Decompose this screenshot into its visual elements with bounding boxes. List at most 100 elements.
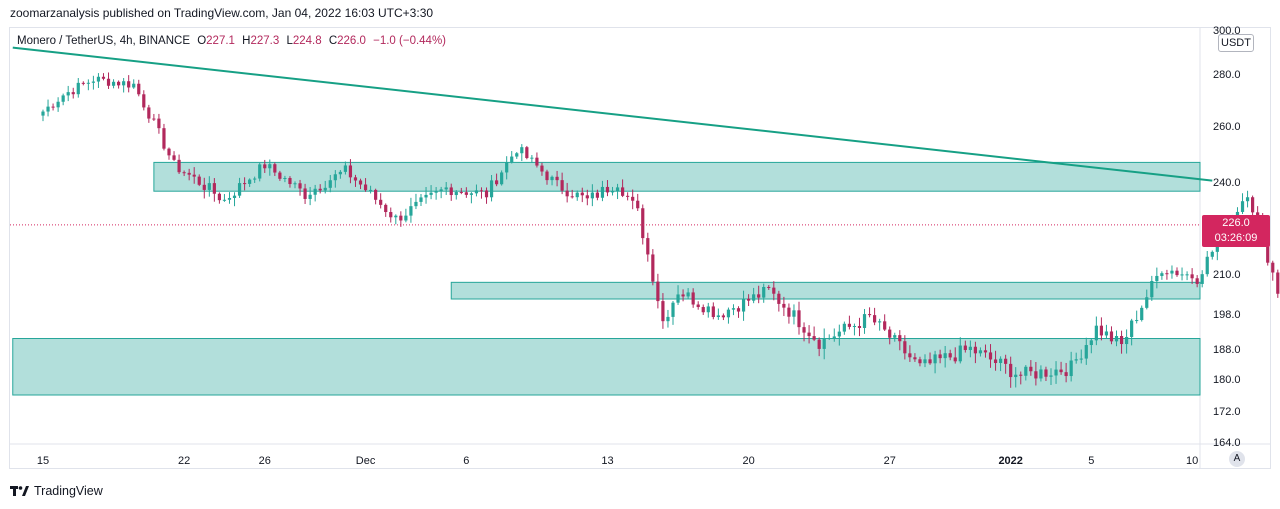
candle-body[interactable]: [328, 180, 332, 188]
candle-body[interactable]: [973, 346, 977, 354]
symbol-title[interactable]: Monero / TetherUS, 4h, BINANCE: [17, 35, 190, 47]
candle-body[interactable]: [444, 187, 448, 190]
candle-body[interactable]: [374, 189, 378, 200]
candle-body[interactable]: [535, 157, 539, 166]
candle-body[interactable]: [726, 309, 731, 318]
candle-body[interactable]: [626, 195, 630, 197]
candle-body[interactable]: [993, 359, 998, 364]
candle-body[interactable]: [500, 172, 504, 185]
candle-body[interactable]: [893, 335, 897, 338]
candle-body[interactable]: [1079, 358, 1083, 360]
candle-body[interactable]: [772, 287, 776, 294]
candle-body[interactable]: [676, 294, 680, 303]
candle-body[interactable]: [424, 194, 428, 198]
candle-body[interactable]: [303, 188, 307, 199]
candle-body[interactable]: [520, 147, 524, 154]
candle-body[interactable]: [227, 197, 232, 200]
candle-body[interactable]: [1104, 331, 1109, 336]
candle-body[interactable]: [479, 190, 484, 192]
candle-body[interactable]: [752, 294, 756, 301]
candle-body[interactable]: [1200, 274, 1204, 284]
candle-body[interactable]: [484, 190, 489, 198]
candle-body[interactable]: [399, 215, 403, 221]
candle-body[interactable]: [701, 307, 705, 313]
candle-body[interactable]: [671, 302, 675, 317]
candle-body[interactable]: [434, 191, 438, 193]
candle-body[interactable]: [348, 165, 353, 178]
candle-body[interactable]: [1014, 374, 1018, 378]
price-axis[interactable]: 300.0280.0260.0240.0210.0198.0188.0180.0…: [1213, 25, 1241, 449]
candle-body[interactable]: [716, 315, 720, 318]
candle-body[interactable]: [167, 148, 171, 156]
candle-body[interactable]: [469, 193, 473, 195]
candle-body[interactable]: [978, 350, 983, 354]
candle-body[interactable]: [943, 353, 947, 359]
candle-body[interactable]: [192, 174, 196, 177]
candle-body[interactable]: [248, 179, 252, 184]
candle-body[interactable]: [409, 206, 413, 216]
candle-body[interactable]: [590, 192, 594, 199]
footer-brand[interactable]: TradingView: [10, 484, 103, 498]
candle-body[interactable]: [1170, 270, 1174, 274]
candle-body[interactable]: [595, 192, 599, 198]
time-axis[interactable]: 15 22 26 Dec 6 13 20 27 2022 5 10: [37, 455, 1198, 467]
candle-body[interactable]: [293, 183, 297, 185]
candle-body[interactable]: [515, 153, 519, 157]
candle-body[interactable]: [560, 180, 564, 191]
candle-body[interactable]: [1004, 358, 1008, 364]
candle-body[interactable]: [96, 76, 101, 82]
candle-body[interactable]: [258, 164, 262, 179]
support-resistance-zone-2[interactable]: [450, 281, 1201, 300]
candle-body[interactable]: [918, 359, 922, 364]
candle-body[interactable]: [933, 354, 937, 364]
candle-body[interactable]: [177, 159, 181, 173]
candle-body[interactable]: [323, 187, 327, 191]
candle-body[interactable]: [222, 199, 227, 201]
candle-body[interactable]: [1155, 275, 1159, 281]
candle-body[interactable]: [394, 215, 398, 218]
candle-body[interactable]: [570, 196, 574, 198]
candle-body[interactable]: [101, 76, 106, 79]
candle-body[interactable]: [1180, 274, 1184, 276]
candle-body[interactable]: [747, 298, 751, 301]
candle-body[interactable]: [237, 183, 242, 196]
candle-body[interactable]: [837, 331, 841, 337]
candle-body[interactable]: [1140, 307, 1144, 321]
candle-body[interactable]: [656, 281, 660, 302]
candle-body[interactable]: [212, 183, 216, 194]
candle-body[interactable]: [1190, 274, 1194, 279]
candle-body[interactable]: [404, 215, 408, 221]
candle-body[interactable]: [822, 338, 826, 349]
candle-body[interactable]: [782, 303, 786, 308]
candle-body[interactable]: [56, 101, 60, 108]
candle-body[interactable]: [525, 147, 529, 159]
candle-body[interactable]: [283, 177, 287, 179]
candle-body[interactable]: [641, 208, 645, 239]
candle-body[interactable]: [565, 190, 569, 197]
candle-body[interactable]: [681, 294, 685, 297]
candle-body[interactable]: [812, 336, 816, 340]
candle-body[interactable]: [777, 293, 781, 304]
candle-body[interactable]: [1089, 340, 1093, 346]
candle-body[interactable]: [369, 189, 373, 191]
candle-body[interactable]: [999, 358, 1003, 364]
candle-body[interactable]: [580, 192, 584, 196]
candle-body[interactable]: [384, 204, 388, 213]
candle-body[interactable]: [530, 157, 534, 159]
candle-body[interactable]: [333, 174, 337, 181]
candle-body[interactable]: [197, 176, 201, 185]
candle-body[interactable]: [928, 359, 932, 364]
candle-body[interactable]: [867, 314, 872, 316]
candle-body[interactable]: [827, 337, 831, 339]
candle-body[interactable]: [132, 83, 136, 88]
candle-body[interactable]: [550, 176, 554, 181]
candle-body[interactable]: [1029, 366, 1033, 372]
candle-body[interactable]: [172, 155, 176, 160]
candle-body[interactable]: [555, 176, 559, 181]
candle-body[interactable]: [883, 321, 887, 330]
candle-body[interactable]: [46, 106, 50, 112]
candle-body[interactable]: [646, 238, 650, 255]
candle-body[interactable]: [41, 111, 45, 116]
support-resistance-zone-1[interactable]: [153, 161, 1201, 192]
candle-body[interactable]: [1125, 336, 1129, 345]
